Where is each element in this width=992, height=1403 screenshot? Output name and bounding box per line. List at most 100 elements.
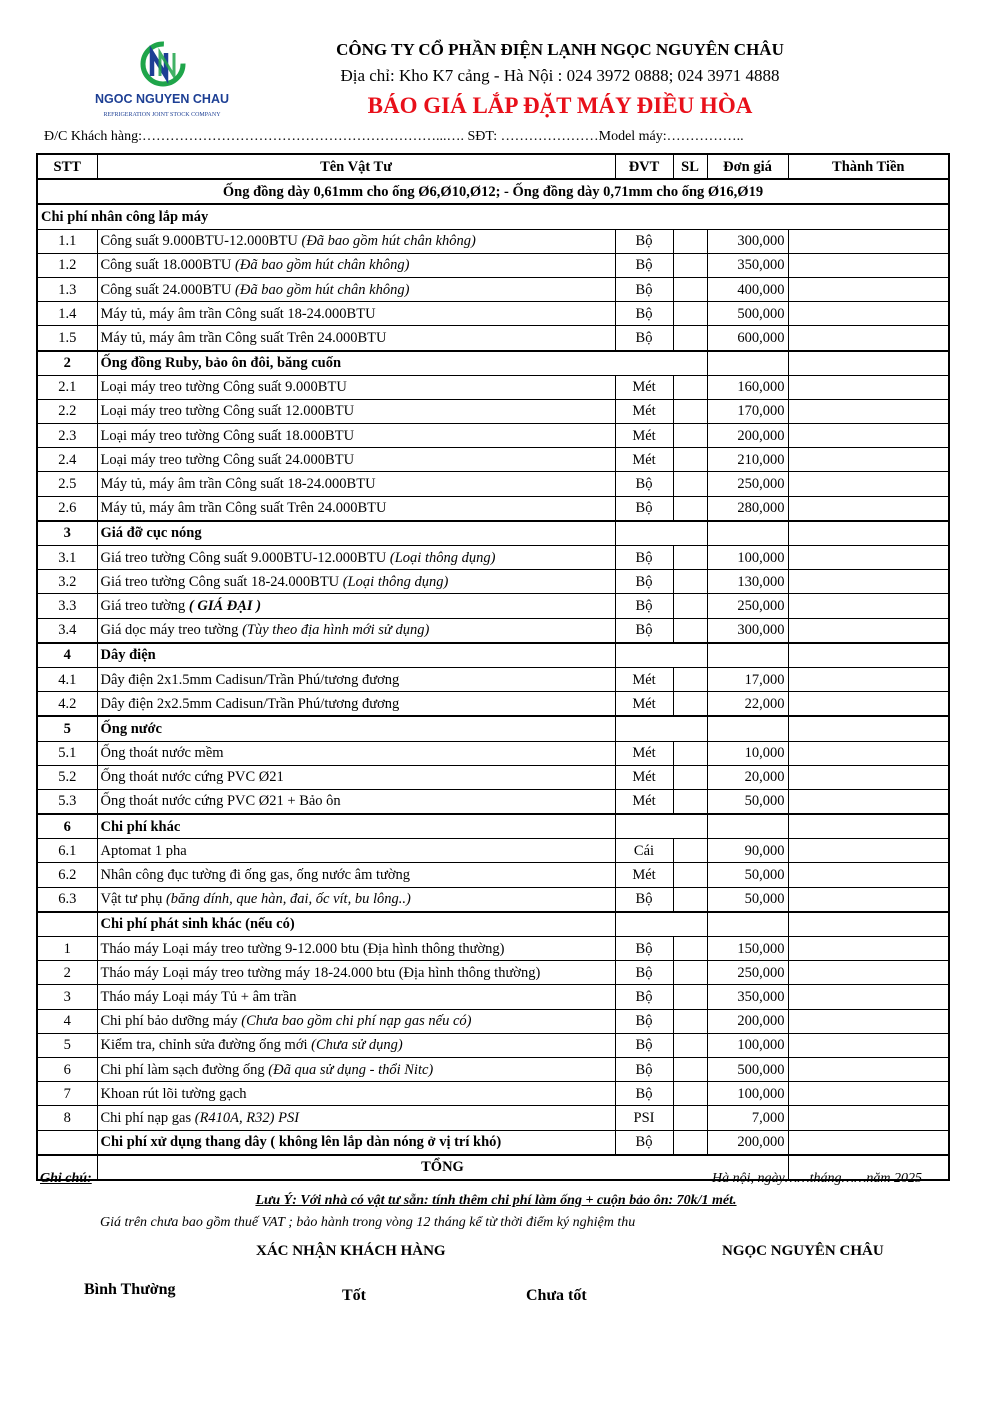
item-name: Dây điện 2x1.5mm Cadisun/Trần Phú/tương … <box>96 666 616 693</box>
item-name: Vật tư phụ (băng dính, que hàn, đai, ốc … <box>96 886 616 913</box>
item-unit: Bộ <box>614 960 674 986</box>
item-name-text: Chi phí bảo dưỡng máy <box>100 1013 242 1030</box>
item-stt: 2 <box>36 960 98 986</box>
table-row: 5.1 Ống thoát nước mềm Mét 10,000 <box>36 740 950 766</box>
section-total-cell <box>787 813 950 840</box>
item-total <box>787 1056 950 1083</box>
item-stt: 5.2 <box>36 764 98 790</box>
section-number: 5 <box>36 715 98 742</box>
item-qty <box>672 886 708 913</box>
section-title: Ống đồng Ruby, bảo ôn đôi, băng cuốn <box>96 349 708 376</box>
item-name: Khoan rút lõi tường gạch <box>96 1081 616 1107</box>
item-unit: Bộ <box>614 1032 674 1058</box>
table-row: 2.4 Loại máy treo tường Công suất 24.000B… <box>36 447 950 473</box>
item-unit: Bộ <box>614 1081 674 1107</box>
table-row: 5 Kiểm tra, chỉnh sửa đường ống mới (Chưa… <box>36 1032 950 1058</box>
customer-info-line: Đ/C Khách hàng:………………………………………………………...…… <box>44 129 744 144</box>
item-qty <box>672 1008 708 1034</box>
rating-normal: Bình Thường <box>84 1281 176 1298</box>
item-name: Dây điện 2x2.5mm Cadisun/Trần Phú/tương … <box>96 691 616 717</box>
item-total <box>787 838 950 864</box>
item-total <box>787 764 950 790</box>
item-total <box>787 740 950 766</box>
logo-brand: NGOC NGUYEN CHAU <box>95 92 229 106</box>
item-note: (băng dính, que hàn, đai, ốc vít, bu lôn… <box>165 891 411 908</box>
item-total <box>787 1081 950 1107</box>
section-number <box>36 910 98 937</box>
item-note: (Đã bao gồm hút chân không) <box>235 257 410 274</box>
item-name-text: Nhân công đục tường đi ống gas, ống nước… <box>100 867 411 884</box>
item-unit: Bộ <box>614 544 674 571</box>
item-stt: 1.4 <box>36 301 98 327</box>
item-total <box>787 984 950 1010</box>
item-name: Ống thoát nước cứng PVC Ø21 <box>96 764 616 790</box>
item-stt: 3 <box>36 984 98 1010</box>
item-name-text: Ống thoát nước mềm <box>100 745 224 762</box>
item-total <box>787 301 950 327</box>
table-row: 2.6 Máy tủ, máy âm trần Công suất Trên 24… <box>36 495 950 522</box>
item-unit: Mét <box>614 423 674 449</box>
section-unit-cell <box>614 641 708 668</box>
item-name: Chi phí xử dụng thang dây ( không lên lắ… <box>96 1129 616 1156</box>
item-total <box>787 862 950 888</box>
pipe-note: Ống đồng dày 0,61mm cho ống Ø6,Ø10,Ø12; … <box>36 178 950 205</box>
item-name-text: Giá treo tường Công suất 18-24.000BTU <box>100 573 343 590</box>
col-price: Đơn giá <box>706 153 789 181</box>
item-price: 20,000 <box>706 764 789 790</box>
section-row: 4 Dây điện <box>36 641 950 668</box>
table-row: 4 Chi phí bảo dưỡng máy (Chưa bao gồm chi… <box>36 1008 950 1034</box>
item-stt: 7 <box>36 1081 98 1107</box>
company-logo: NGOC NGUYEN CHAU REFRIGERATION JOINT STO… <box>80 40 245 120</box>
item-name-text: Ống thoát nước cứng PVC Ø21 + Bảo ôn <box>100 793 341 810</box>
item-price: 250,000 <box>706 593 789 619</box>
table-row: 6.2 Nhân công đục tường đi ống gas, ống n… <box>36 862 950 888</box>
section-number: 2 <box>36 349 98 376</box>
item-unit: Mét <box>614 666 674 693</box>
item-name-text: Tháo máy Loại máy Tủ + âm trần <box>100 988 297 1005</box>
item-stt <box>36 1129 98 1156</box>
table-row: 2.3 Loại máy treo tường Công suất 18.000B… <box>36 423 950 449</box>
table-row: 5.3 Ống thoát nước cứng PVC Ø21 + Bảo ôn M… <box>36 788 950 815</box>
vat-warranty-note: Giá trên chưa bao gồm thuế VAT ; bảo hàn… <box>100 1215 636 1230</box>
item-qty <box>672 325 708 351</box>
item-qty <box>672 228 708 254</box>
item-total <box>787 1008 950 1034</box>
item-qty <box>672 862 708 888</box>
item-name: Loại máy treo tường Công suất 9.000BTU <box>96 374 616 400</box>
item-stt: 2.3 <box>36 423 98 449</box>
item-name: Ống thoát nước cứng PVC Ø21 + Bảo ôn <box>96 788 616 815</box>
item-price: 50,000 <box>706 862 789 888</box>
item-qty <box>672 617 708 644</box>
item-note: (Loại thông dụng) <box>342 573 449 590</box>
total-stt <box>36 1153 98 1181</box>
item-total <box>787 886 950 913</box>
section-title: Giá đỡ cục nóng <box>96 519 616 546</box>
item-name: Giá dọc máy treo tường (Tùy theo địa hìn… <box>96 617 616 644</box>
item-qty <box>672 471 708 497</box>
item-unit: Bộ <box>614 252 674 278</box>
item-unit: Cái <box>614 838 674 864</box>
table-row: 8 Chi phí nạp gas (R410A, R32) PSI PSI 7,00… <box>36 1105 950 1131</box>
item-unit: Bộ <box>614 593 674 619</box>
item-total <box>787 788 950 815</box>
item-unit: Mét <box>614 788 674 815</box>
section-price-cell <box>706 715 789 742</box>
item-name: Giá treo tường Công suất 18-24.000BTU (L… <box>96 569 616 595</box>
item-name: Chi phí nạp gas (R410A, R32) PSI <box>96 1105 616 1131</box>
item-unit: Mét <box>614 740 674 766</box>
item-stt: 4.1 <box>36 666 98 693</box>
item-qty <box>672 593 708 619</box>
customer-confirmation: XÁC NHẬN KHÁCH HÀNG <box>256 1243 446 1259</box>
item-unit: Bộ <box>614 495 674 522</box>
item-total <box>787 617 950 644</box>
table-header-row: STT Tên Vật Tư ĐVT SL Đơn giá Thành Tiền <box>36 153 950 181</box>
section-price-cell <box>706 349 789 376</box>
item-price: 100,000 <box>706 544 789 571</box>
item-name-text: Giá treo tường Công suất 9.000BTU-12.000… <box>100 549 390 566</box>
item-qty <box>672 423 708 449</box>
item-name-text: Loại máy treo tường Công suất 18.000BTU <box>100 427 355 444</box>
item-price: 50,000 <box>706 886 789 913</box>
item-qty <box>672 1105 708 1131</box>
price-table: STT Tên Vật Tư ĐVT SL Đơn giá Thành Tiền… <box>36 153 950 1181</box>
date-line: Hà nội, ngày……tháng……năm 2025 <box>711 1171 922 1186</box>
